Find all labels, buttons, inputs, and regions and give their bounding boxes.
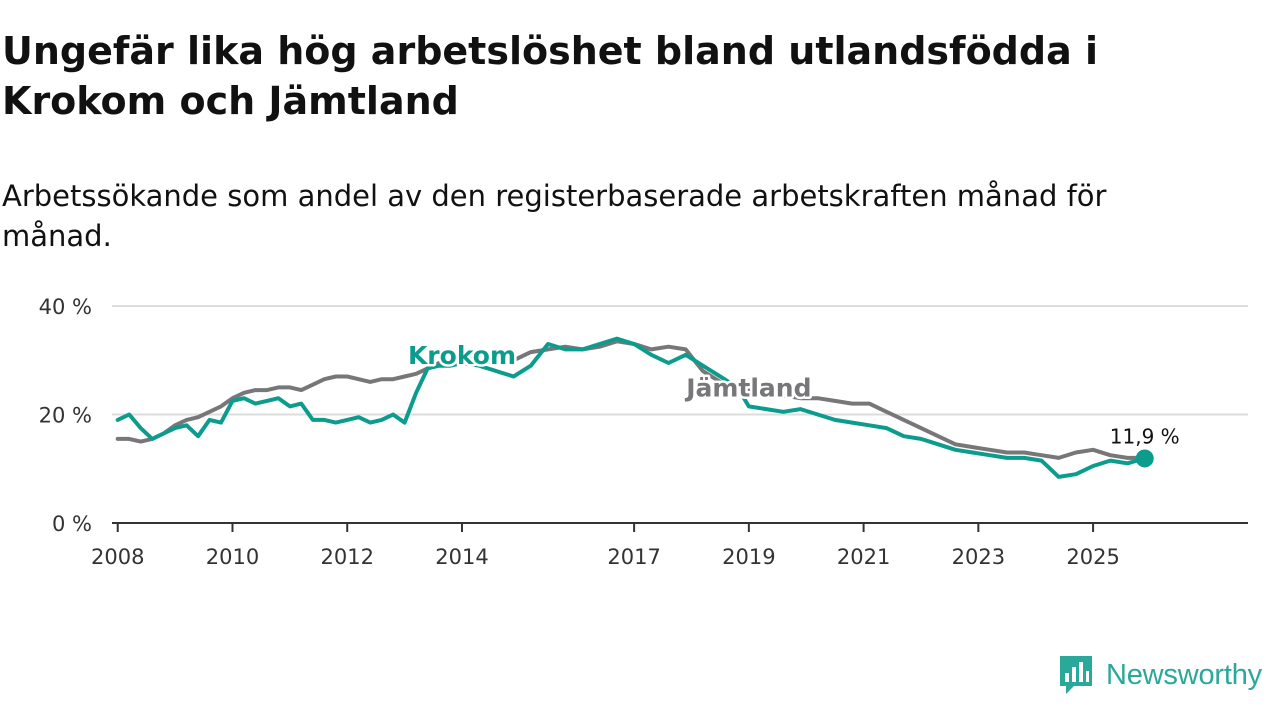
end-value-label: 11,9 % <box>1110 424 1180 448</box>
series-line-jamtland <box>115 339 1147 460</box>
series-line-krokom <box>115 336 1147 479</box>
x-tick-label: 2010 <box>206 545 259 569</box>
x-tick-label: 2014 <box>435 545 488 569</box>
x-tick-label: 2019 <box>722 545 775 569</box>
series-lines <box>115 336 1147 479</box>
x-tick-label: 2012 <box>321 545 374 569</box>
x-tick-label: 2017 <box>607 545 660 569</box>
series-label-krokom: Krokom <box>408 341 516 370</box>
y-tick-label: 20 % <box>39 404 92 428</box>
chart-title: Ungefär lika hög arbetslöshet bland utla… <box>2 29 1098 123</box>
series-label-jamtland: Jämtland <box>684 373 811 402</box>
x-tick-label: 2023 <box>952 545 1005 569</box>
brand: Newsworthy <box>1058 654 1262 696</box>
brand-name: Newsworthy <box>1106 658 1262 691</box>
y-tick-label: 40 % <box>39 295 92 319</box>
axes: 0 % 20 % 40 % 2008 2010 2012 2014 2017 2019 2021 2… <box>39 295 1248 569</box>
end-point-marker <box>1135 449 1154 468</box>
x-tick-label: 2008 <box>91 545 144 569</box>
line-chart: 0 % 20 % 40 % 2008 2010 2012 2014 2017 2019 2021 2… <box>39 295 1248 569</box>
chart-subtitle: Arbetssökande som andel av den registerb… <box>2 179 1107 253</box>
x-tick-label: 2025 <box>1066 545 1119 569</box>
gridlines <box>112 305 1248 416</box>
newsworthy-logo-icon <box>1060 656 1092 694</box>
y-tick-label: 0 % <box>52 512 92 536</box>
x-tick-label: 2021 <box>837 545 890 569</box>
series-labels: 11,9 % Krokom Jämtland <box>405 338 1182 468</box>
